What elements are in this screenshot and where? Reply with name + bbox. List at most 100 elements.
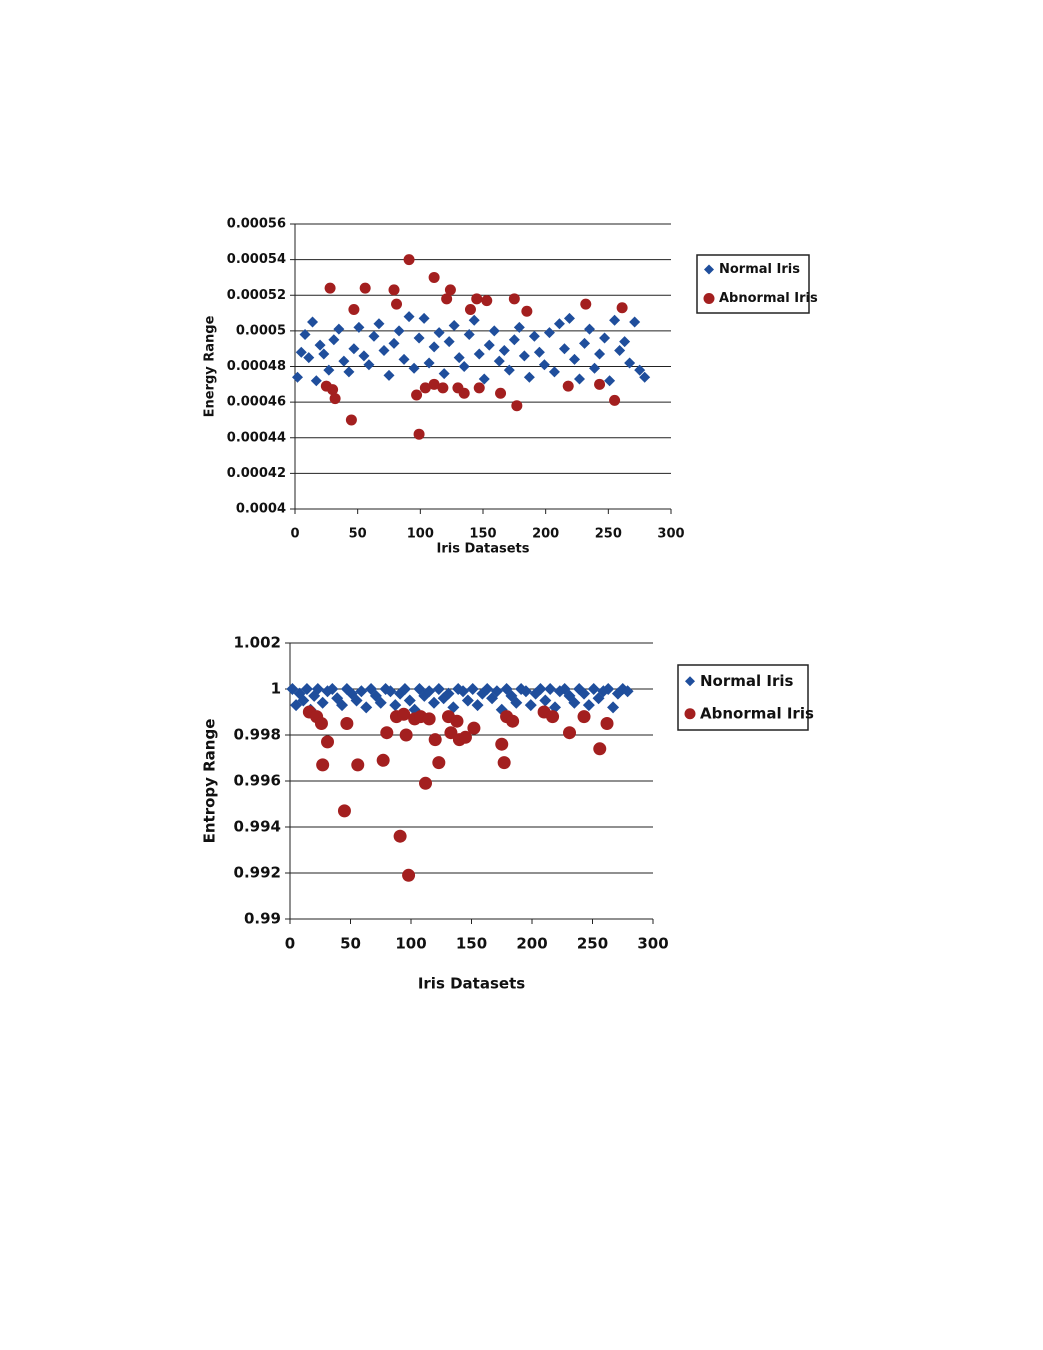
marker-diamond <box>423 357 435 369</box>
marker-diamond <box>403 694 416 707</box>
marker-diamond <box>373 318 385 330</box>
marker-diamond <box>483 339 495 351</box>
marker-circle <box>473 382 485 394</box>
marker-circle <box>441 293 453 305</box>
marker-circle <box>497 756 511 770</box>
marker-diamond <box>518 350 530 362</box>
marker-circle <box>411 389 423 401</box>
marker-diamond <box>548 366 560 378</box>
marker-diamond <box>629 316 641 328</box>
marker-diamond <box>438 368 450 380</box>
marker-diamond <box>303 352 315 364</box>
x-tick-label: 150 <box>456 935 487 953</box>
marker-circle <box>471 293 483 305</box>
y-tick-label: 0.00052 <box>227 288 286 303</box>
marker-circle <box>397 707 411 721</box>
marker-diamond <box>481 683 494 695</box>
marker-diamond <box>458 361 470 372</box>
marker-diamond <box>513 321 525 333</box>
marker-diamond <box>295 346 307 358</box>
marker-diamond <box>471 699 484 712</box>
marker-diamond <box>333 323 345 335</box>
marker-circle <box>609 394 621 406</box>
marker-diamond <box>602 683 615 695</box>
marker-circle <box>593 742 607 756</box>
marker-circle <box>316 758 330 772</box>
legend-box <box>677 664 809 731</box>
marker-circle <box>600 717 614 730</box>
chart: 0.0004 0.00042 0.00044 0.00046 0.00048 0.0005… <box>203 217 818 557</box>
marker-diamond <box>336 699 349 712</box>
marker-diamond <box>510 696 523 709</box>
y-tick-label: 0.00044 <box>227 430 286 445</box>
marker-diamond <box>553 318 565 330</box>
marker-diamond <box>563 312 575 324</box>
marker-diamond <box>490 685 503 698</box>
marker-diamond <box>599 332 611 344</box>
y-tick-label: 0.996 <box>234 772 281 790</box>
marker-diamond <box>473 348 485 360</box>
marker-diamond <box>384 685 397 698</box>
x-tick-label: 50 <box>340 935 361 953</box>
marker-diamond <box>360 701 373 714</box>
marker-diamond <box>544 683 557 695</box>
marker-circle <box>458 387 470 399</box>
y-tick-label: 0.994 <box>234 818 281 836</box>
x-axis-title: Iris Datasets <box>436 542 529 557</box>
marker-circle <box>413 428 425 440</box>
marker-diamond <box>498 344 510 356</box>
x-tick-label: 250 <box>577 935 608 953</box>
marker-circle <box>324 282 336 294</box>
marker-circle <box>393 829 407 843</box>
y-tick-label: 0.998 <box>234 726 281 744</box>
marker-diamond <box>355 685 368 698</box>
marker-circle <box>391 298 403 310</box>
marker-circle <box>464 304 476 315</box>
marker-diamond <box>310 375 322 387</box>
y-axis-title: Energy Range <box>203 315 218 417</box>
marker-circle <box>419 382 431 394</box>
marker-diamond <box>528 330 540 342</box>
marker-diamond <box>508 334 520 346</box>
marker-diamond <box>316 696 329 709</box>
marker-diamond <box>318 348 330 360</box>
legend-label: Normal Iris <box>719 262 800 277</box>
marker-circle <box>419 776 433 790</box>
marker-diamond <box>398 353 410 365</box>
marker-circle <box>577 710 591 724</box>
marker-diamond <box>468 314 480 326</box>
marker-diamond <box>594 348 606 360</box>
marker-diamond <box>292 371 304 383</box>
marker-circle <box>428 271 440 283</box>
marker-circle <box>495 737 509 751</box>
marker-diamond <box>326 683 339 695</box>
marker-diamond <box>582 699 595 712</box>
marker-circle <box>428 733 442 747</box>
legend-box <box>696 254 810 314</box>
y-tick-label: 0.00054 <box>227 252 286 267</box>
marker-diamond <box>607 701 620 714</box>
marker-diamond <box>523 371 535 383</box>
marker-diamond <box>423 685 436 698</box>
marker-diamond <box>488 325 500 337</box>
marker-diamond <box>383 369 395 381</box>
marker-diamond <box>463 328 475 340</box>
marker-diamond <box>543 327 555 339</box>
marker-circle <box>345 414 357 426</box>
y-tick-label: 0.00056 <box>227 217 286 232</box>
marker-diamond <box>624 357 636 369</box>
marker-circle <box>437 382 449 394</box>
marker-circle <box>337 804 351 818</box>
marker-diamond <box>343 366 355 378</box>
marker-circle <box>340 717 354 730</box>
marker-diamond <box>338 355 350 367</box>
marker-circle <box>467 721 481 735</box>
x-tick-label: 200 <box>516 935 547 953</box>
y-tick-label: 0.0005 <box>236 323 286 338</box>
marker-diamond <box>368 330 380 342</box>
marker-diamond <box>442 687 455 700</box>
y-tick-label: 0.00042 <box>227 466 286 481</box>
marker-diamond <box>461 694 474 707</box>
x-tick-label: 0 <box>290 527 299 542</box>
marker-circle <box>506 714 520 728</box>
